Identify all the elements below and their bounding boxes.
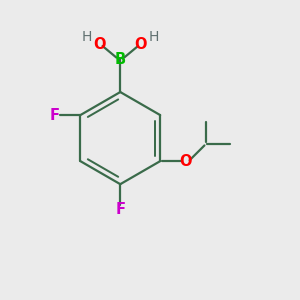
- Text: H: H: [148, 29, 159, 44]
- Text: B: B: [115, 52, 126, 67]
- Text: H: H: [82, 29, 92, 44]
- Text: O: O: [93, 38, 106, 52]
- Text: O: O: [135, 38, 147, 52]
- Text: F: F: [50, 108, 60, 123]
- Text: F: F: [115, 202, 125, 217]
- Text: O: O: [179, 154, 192, 169]
